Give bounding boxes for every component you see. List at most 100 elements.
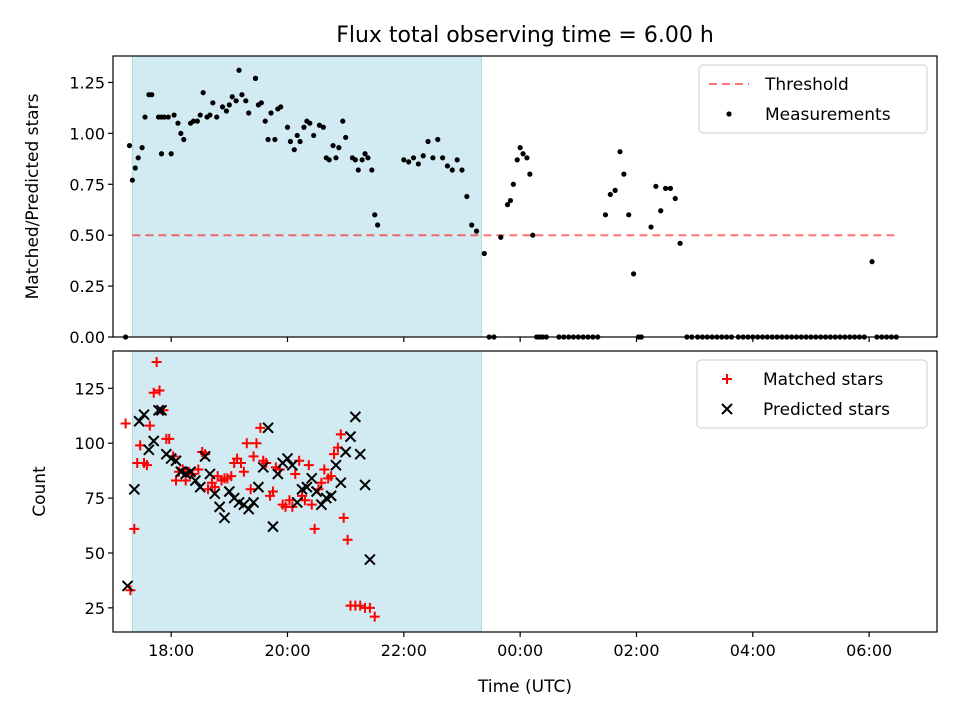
data-point bbox=[325, 490, 337, 502]
data-point bbox=[121, 580, 134, 592]
data-point bbox=[120, 418, 131, 429]
data-point bbox=[316, 477, 327, 488]
data-point bbox=[154, 385, 165, 396]
data-point bbox=[247, 496, 260, 509]
data-point bbox=[653, 183, 659, 189]
legend-label: Measurements bbox=[765, 105, 891, 125]
data-point bbox=[226, 102, 232, 108]
data-point bbox=[662, 185, 669, 191]
data-point bbox=[307, 120, 313, 126]
x-tick-label: 20:00 bbox=[264, 641, 310, 660]
observing-window-shade bbox=[131, 55, 482, 338]
data-point bbox=[290, 468, 301, 479]
data-point bbox=[258, 100, 264, 106]
y-tick-label: 1.25 bbox=[69, 73, 105, 92]
data-point bbox=[464, 193, 470, 200]
data-point bbox=[144, 420, 155, 431]
data-point bbox=[142, 114, 148, 120]
data-point bbox=[339, 446, 352, 458]
legend-key-predicted bbox=[721, 403, 733, 415]
data-point bbox=[268, 110, 274, 116]
data-point bbox=[330, 459, 342, 471]
data-point bbox=[449, 167, 455, 173]
y-tick-label: 1.00 bbox=[69, 124, 105, 143]
data-point bbox=[291, 496, 303, 509]
data-point bbox=[415, 161, 421, 167]
data-point bbox=[262, 422, 274, 434]
data-point bbox=[209, 482, 220, 493]
data-point bbox=[236, 67, 242, 73]
data-point bbox=[171, 112, 177, 118]
data-point bbox=[267, 520, 279, 533]
legend-key-measurements bbox=[726, 111, 732, 117]
y-tick-label: 50 bbox=[85, 544, 105, 563]
legend-box bbox=[696, 359, 928, 429]
data-point bbox=[335, 477, 347, 489]
data-point bbox=[869, 259, 875, 265]
data-point bbox=[193, 464, 204, 475]
y-tick-label: 0.25 bbox=[69, 277, 105, 296]
observing-window-shade bbox=[131, 350, 482, 633]
legend-key-matched bbox=[722, 374, 732, 384]
data-point bbox=[219, 104, 226, 110]
data-point bbox=[340, 118, 346, 124]
data-point bbox=[133, 415, 145, 427]
data-point bbox=[365, 155, 371, 161]
data-point bbox=[210, 100, 216, 106]
data-point bbox=[238, 466, 249, 477]
bottom-panel: 25 50 75 100 125 18:00 20:00 22:00 00:00 02:00 04:… bbox=[30, 350, 938, 697]
data-point bbox=[481, 250, 487, 257]
data-point bbox=[281, 452, 294, 465]
data-point bbox=[440, 155, 446, 161]
data-point bbox=[151, 356, 162, 367]
data-point bbox=[214, 114, 220, 120]
data-point bbox=[226, 471, 237, 482]
data-point bbox=[510, 181, 516, 187]
data-point bbox=[207, 112, 213, 118]
data-point bbox=[320, 124, 326, 130]
data-point bbox=[369, 611, 380, 622]
data-point bbox=[152, 404, 165, 416]
data-point bbox=[630, 271, 637, 277]
data-point bbox=[252, 481, 265, 493]
data-point bbox=[291, 147, 297, 153]
data-point bbox=[267, 486, 278, 497]
data-point bbox=[171, 475, 182, 486]
data-point bbox=[301, 124, 307, 130]
data-point bbox=[410, 155, 417, 161]
data-point bbox=[255, 422, 266, 433]
top-panel: 0.00 0.25 0.50 0.75 1.00 1.25 Matched/Predicte… bbox=[23, 55, 938, 347]
data-point bbox=[239, 92, 245, 98]
data-point bbox=[330, 142, 336, 149]
data-point bbox=[401, 157, 407, 163]
data-point bbox=[344, 430, 357, 443]
legend-label: Threshold bbox=[764, 75, 849, 95]
data-point bbox=[199, 450, 211, 463]
data-point bbox=[141, 460, 152, 471]
data-point bbox=[517, 145, 523, 151]
axes-frame bbox=[112, 55, 938, 338]
data-point bbox=[306, 472, 318, 485]
data-point bbox=[333, 155, 339, 161]
data-point bbox=[672, 195, 678, 202]
axes-frame bbox=[112, 350, 938, 633]
data-point bbox=[530, 232, 536, 238]
legend: Threshold Measurements bbox=[698, 64, 928, 134]
y-tick-label: 75 bbox=[85, 489, 105, 508]
data-point bbox=[306, 499, 317, 510]
data-point bbox=[626, 212, 632, 218]
data-point bbox=[617, 149, 623, 155]
data-point bbox=[602, 212, 609, 218]
data-point bbox=[454, 157, 460, 163]
data-point bbox=[524, 155, 530, 161]
data-point bbox=[338, 512, 349, 523]
data-point bbox=[190, 118, 197, 124]
data-point bbox=[261, 457, 272, 468]
data-point bbox=[243, 503, 255, 515]
data-point bbox=[425, 138, 431, 145]
data-point bbox=[369, 167, 375, 173]
data-point bbox=[329, 449, 340, 460]
data-point bbox=[138, 408, 150, 421]
data-point bbox=[143, 444, 155, 456]
